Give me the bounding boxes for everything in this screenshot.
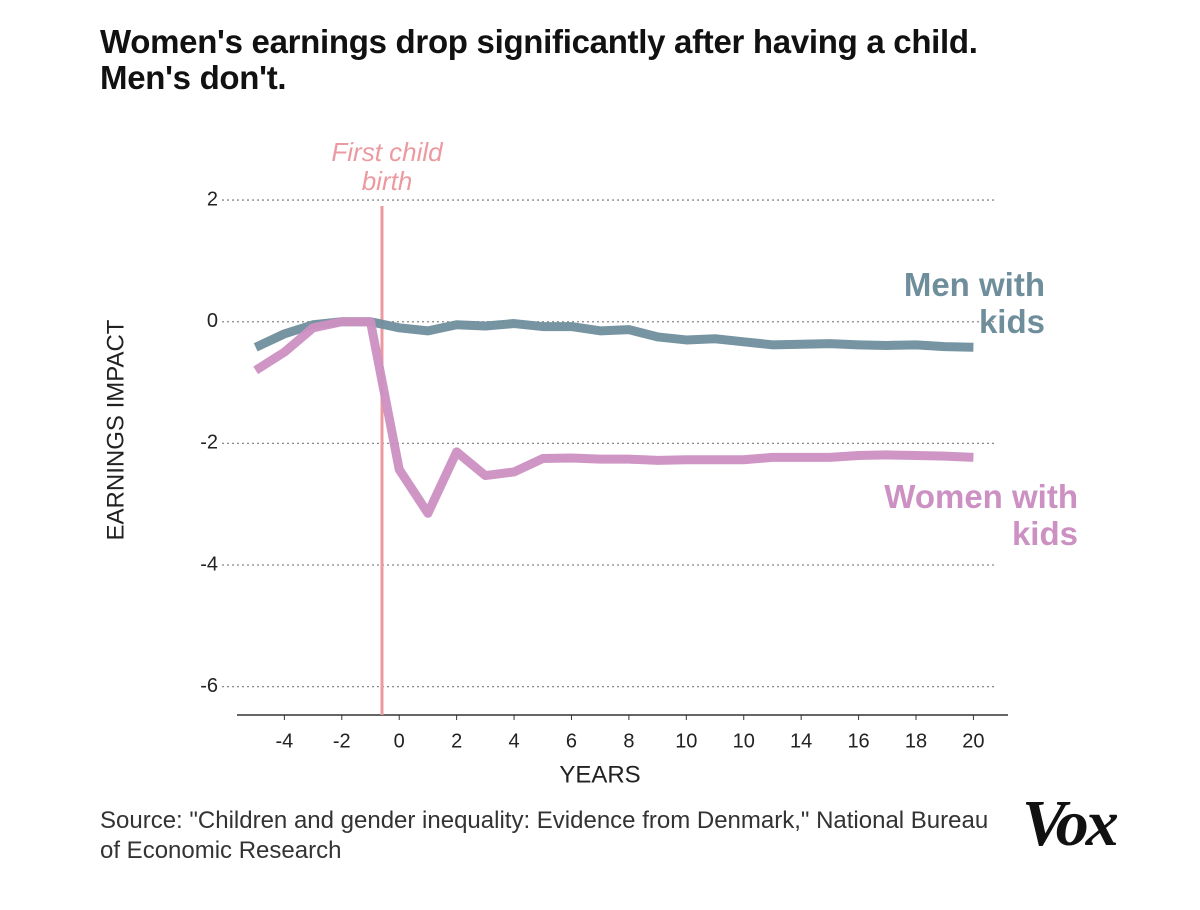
x-tick-label: 2 — [451, 730, 462, 752]
chart-title: Women's earnings drop significantly afte… — [100, 23, 978, 96]
x-tick-label: -2 — [333, 730, 351, 752]
x-tick-label: 16 — [847, 730, 869, 752]
x-tick-label: 20 — [962, 730, 984, 752]
series-label: Women with kids — [884, 478, 1078, 552]
series-label: Men with kids — [903, 266, 1045, 340]
logo: Vox — [1022, 787, 1119, 860]
y-tick-label: 2 — [207, 188, 218, 210]
x-tick-label: 8 — [623, 730, 634, 752]
y-axis-label: EARNINGS IMPACT — [102, 319, 129, 540]
x-tick-label: 4 — [508, 730, 519, 752]
series-line — [253, 317, 974, 352]
x-tick-label: -4 — [275, 730, 293, 752]
y-tick-label: -4 — [200, 553, 218, 575]
y-tick-label: 0 — [207, 310, 218, 332]
x-tick-label: 14 — [790, 730, 812, 752]
x-tick-label: 10 — [675, 730, 697, 752]
marker-label: First child birth — [331, 137, 443, 196]
series-line — [253, 317, 974, 518]
y-tick-label: -6 — [200, 675, 218, 697]
x-tick-label: 18 — [905, 730, 927, 752]
x-tick-label: 0 — [394, 730, 405, 752]
source: Source: "Children and gender inequality:… — [100, 807, 989, 864]
chart: EARNINGS IMPACT YEARS 20-2-4-6-4 -2 0 2 4 6 8 1… — [102, 188, 1008, 788]
x-axis-label: YEARS — [559, 761, 640, 788]
x-tick-label: 10 — [733, 730, 755, 752]
y-tick-label: -2 — [200, 432, 218, 454]
x-tick-label: 6 — [566, 730, 577, 752]
